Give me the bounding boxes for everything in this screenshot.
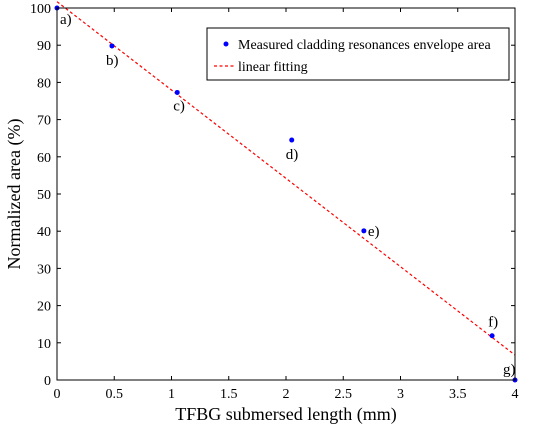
legend-entry-fit: linear fitting: [238, 60, 308, 75]
y-tick-label: 100: [30, 2, 51, 17]
point-annotation-layer: a) b) c) d) e) f) g): [60, 12, 516, 378]
y-tick-label: 20: [37, 300, 51, 315]
data-point: [174, 89, 180, 95]
x-tick-label: 0.5: [106, 387, 124, 402]
point-label: a): [60, 12, 72, 28]
y-tick-label: 0: [44, 374, 51, 389]
x-tick-label: 3.5: [449, 387, 467, 402]
legend-scatter-marker: [223, 41, 229, 47]
legend-entry-scatter: Measured cladding resonances envelope ar…: [238, 38, 491, 53]
y-tick-label: 30: [37, 262, 51, 277]
point-label: g): [503, 362, 516, 378]
x-tick-label: 2: [283, 387, 290, 402]
point-label: d): [286, 147, 299, 163]
data-point: [361, 228, 367, 234]
y-tick-label: 60: [37, 151, 51, 166]
fit-line-layer: [56, 1, 516, 356]
x-tick-label: 4: [512, 387, 519, 402]
point-label: f): [488, 315, 498, 331]
y-axis-title: Normalized area (%): [4, 119, 25, 270]
y-tick-label: 10: [37, 337, 51, 352]
legend-box: [206, 27, 510, 81]
x-axis-title: TFBG submersed length (mm): [175, 404, 396, 425]
x-tick-label: 1: [168, 387, 175, 402]
y-tick-label: 90: [37, 39, 51, 54]
x-tick-label: 2.5: [335, 387, 353, 402]
point-label: e): [368, 224, 380, 240]
y-tick-label: 40: [37, 225, 51, 240]
data-point: [289, 137, 295, 143]
y-tick-label: 50: [37, 188, 51, 203]
y-tick-label: 70: [37, 114, 51, 129]
x-tick-label: 0: [54, 387, 61, 402]
legend: Measured cladding resonances envelope ar…: [206, 27, 510, 81]
point-label: b): [106, 53, 119, 69]
data-point: [489, 333, 495, 339]
y-tick-label: 80: [37, 76, 51, 91]
point-label: c): [173, 98, 185, 114]
linear-fit-line: [56, 1, 516, 356]
x-tick-label: 1.5: [220, 387, 238, 402]
x-tick-label: 3: [397, 387, 404, 402]
y-axis-ticks: 0 10 20 30 40 50 60 70 80 90 100: [30, 2, 515, 389]
x-axis-ticks: 0 0.5 1 1.5 2 2.5 3 3.5 4: [54, 8, 519, 402]
data-point: [109, 43, 115, 49]
